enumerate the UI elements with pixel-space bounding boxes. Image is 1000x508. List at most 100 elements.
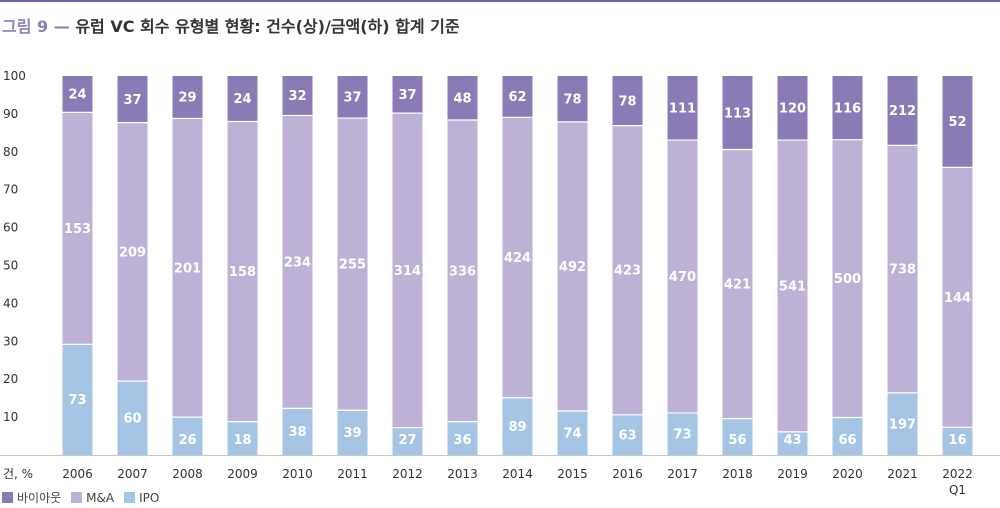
bar-segment-ma — [62, 112, 93, 345]
legend-item-ma: M&A — [71, 491, 114, 505]
data-label-ma: 234 — [284, 255, 311, 270]
bar-segment-ipo — [722, 418, 753, 455]
bar-segment-ipo — [777, 431, 808, 455]
y-tick-label: 60 — [3, 221, 18, 235]
bar-segment-ma — [447, 119, 478, 422]
data-label-ma: 738 — [889, 263, 916, 278]
bar-segment-ma — [722, 149, 753, 419]
data-label-ma: 541 — [779, 279, 806, 294]
bar-segment-buyout — [62, 76, 93, 113]
y-tick-label: 90 — [3, 107, 18, 121]
data-label-ipo: 74 — [563, 427, 581, 442]
y-tick-label: 70 — [3, 183, 18, 197]
bar-segment-buyout — [942, 76, 973, 168]
bar-segment-ipo — [887, 392, 918, 455]
bar-segment-ipo — [62, 344, 93, 455]
x-tick-label: 2017 — [667, 467, 698, 481]
data-label-ipo: 39 — [343, 426, 361, 441]
legend-label-buyout: 바이아웃 — [17, 491, 62, 505]
bar-segment-ipo — [392, 427, 423, 455]
x-tick-label: 2010 — [282, 467, 313, 481]
bar-segment-buyout — [887, 76, 918, 146]
bar-segment-buyout — [832, 76, 863, 140]
data-label-ipo: 73 — [673, 427, 691, 442]
data-label-buyout: 111 — [669, 102, 696, 117]
bar-segment-buyout — [777, 76, 808, 141]
data-label-ipo: 197 — [889, 417, 916, 432]
data-label-buyout: 120 — [779, 102, 806, 117]
bar-segment-ipo — [942, 427, 973, 455]
x-tick-label: 2021 — [887, 467, 918, 481]
data-label-ipo: 73 — [68, 393, 86, 408]
bar-segment-ipo — [502, 397, 533, 455]
x-tick-label: 2014 — [502, 467, 533, 481]
data-label-buyout: 52 — [948, 115, 966, 130]
x-tick-label: 2012 — [392, 467, 423, 481]
data-label-buyout: 37 — [343, 91, 361, 106]
legend-label-ipo: IPO — [139, 490, 160, 505]
data-label-ma: 158 — [229, 265, 256, 280]
data-label-ipo: 43 — [783, 433, 801, 448]
y-tick-label: 100 — [3, 69, 26, 83]
bar-segment-ma — [392, 113, 423, 428]
bar-segment-buyout — [227, 76, 258, 122]
legend-item-ipo: IPO — [124, 491, 159, 505]
bar-segment-buyout — [337, 76, 368, 119]
x-tick-label: 2019 — [777, 467, 808, 481]
chart-title-text: 유럽 VC 회수 유형별 현황: 건수(상)/금액(하) 합계 기준 — [75, 17, 460, 36]
data-label-ma: 209 — [119, 245, 146, 260]
data-label-ipo: 18 — [233, 433, 251, 448]
bar-segment-ipo — [667, 412, 698, 455]
data-label-buyout: 212 — [889, 104, 916, 119]
bar-segment-ipo — [117, 381, 148, 455]
x-tick-label: 2013 — [447, 467, 478, 481]
bar-segment-ma — [832, 139, 863, 418]
data-label-buyout: 78 — [563, 92, 581, 107]
bar-segment-ma — [502, 117, 533, 398]
y-axis-unit-label: 건, % — [3, 467, 33, 481]
bar-segment-buyout — [172, 76, 203, 119]
data-label-buyout: 24 — [68, 88, 86, 103]
data-label-ma: 423 — [614, 264, 641, 279]
data-label-ma: 314 — [394, 264, 421, 279]
x-tick-label: 2007 — [117, 467, 148, 481]
bar-segment-buyout — [502, 76, 533, 118]
x-tick-label: 2020 — [832, 467, 863, 481]
data-label-buyout: 37 — [398, 88, 416, 103]
bar-segment-ma — [667, 140, 698, 413]
bar-segment-ma — [887, 145, 918, 393]
bar-segment-ma — [942, 167, 973, 428]
data-label-ma: 500 — [834, 272, 861, 287]
data-label-ma: 255 — [339, 258, 366, 273]
bar-segment-buyout — [282, 76, 313, 116]
bar-segment-ipo — [337, 410, 368, 455]
data-label-ipo: 89 — [508, 420, 526, 435]
data-label-ipo: 63 — [618, 428, 636, 443]
bar-segment-ipo — [612, 414, 643, 455]
x-tick-label: 2022 — [942, 467, 973, 481]
y-tick-label: 80 — [3, 145, 18, 159]
bar-segment-buyout — [392, 76, 423, 114]
bar-segment-ma — [337, 118, 368, 411]
y-tick-label: 40 — [3, 296, 18, 310]
data-label-ma: 421 — [724, 278, 751, 293]
x-tick-label: 2006 — [62, 467, 93, 481]
bar-segment-buyout — [667, 76, 698, 141]
legend-swatch-ma — [71, 492, 83, 503]
x-tick-label: 2018 — [722, 467, 753, 481]
x-tick-label: 2009 — [227, 467, 258, 481]
legend: 바이아웃 M&A IPO — [2, 489, 159, 506]
bar-segment-buyout — [722, 76, 753, 150]
data-label-buyout: 24 — [233, 92, 251, 107]
legend-swatch-ipo — [124, 492, 136, 503]
data-label-ma: 336 — [449, 264, 476, 279]
bar-segment-ma — [777, 140, 808, 432]
data-label-ipo: 16 — [948, 433, 966, 448]
top-rule — [0, 0, 1000, 2]
x-tick-label: 2008 — [172, 467, 203, 481]
data-label-ma: 470 — [669, 270, 696, 285]
data-label-ma: 424 — [504, 251, 531, 266]
data-label-ipo: 60 — [123, 412, 141, 427]
bar-segment-ma — [117, 122, 148, 382]
bar-segment-buyout — [117, 76, 148, 123]
